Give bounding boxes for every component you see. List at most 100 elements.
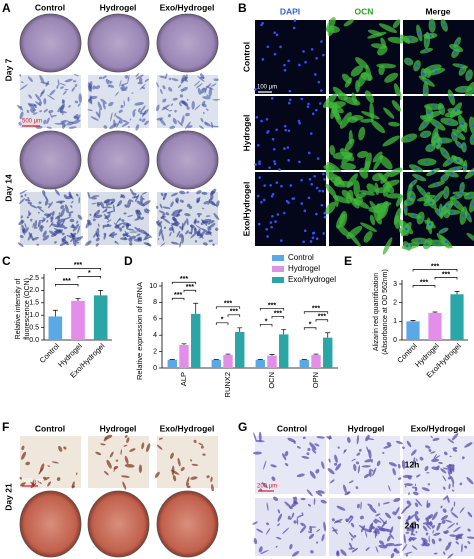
- nucleus: [424, 89, 428, 93]
- nucleus: [429, 146, 432, 150]
- texture: [77, 225, 81, 234]
- texture: [20, 195, 23, 198]
- texture: [277, 509, 281, 514]
- texture: [62, 122, 66, 129]
- nucleus: [454, 109, 458, 112]
- texture: [181, 234, 185, 244]
- cell: [386, 184, 395, 194]
- nucleus: [261, 58, 265, 61]
- texture: [346, 436, 351, 444]
- nucleus: [306, 105, 310, 108]
- texture: [459, 482, 463, 486]
- texture: [388, 485, 391, 492]
- texture: [44, 199, 49, 206]
- fluorescence: [255, 20, 326, 94]
- well: [19, 490, 82, 558]
- nucleus: [459, 192, 463, 195]
- texture: [382, 501, 390, 505]
- texture: [421, 537, 428, 543]
- texture: [386, 442, 392, 446]
- texture: [432, 437, 440, 442]
- significance-label: *: [309, 322, 312, 329]
- column-header: Control: [35, 423, 65, 433]
- texture: [201, 207, 205, 210]
- texture: [449, 455, 452, 458]
- nucleus: [460, 186, 464, 189]
- cell: [339, 111, 352, 129]
- texture: [378, 502, 380, 507]
- texture: [307, 448, 311, 452]
- nucleus: [322, 53, 325, 57]
- texture: [137, 81, 143, 85]
- texture: [196, 197, 200, 203]
- micrograph: [20, 75, 81, 128]
- nucleus: [261, 21, 264, 25]
- texture: [68, 211, 74, 214]
- texture: [206, 475, 210, 479]
- y-axis-label: (Absorbance at OD 562nm): [382, 269, 389, 355]
- texture: [369, 506, 377, 514]
- texture: [124, 463, 135, 468]
- texture: [103, 470, 109, 476]
- nucleus: [322, 172, 325, 176]
- nucleus: [307, 196, 311, 200]
- texture: [70, 205, 73, 208]
- nucleus: [275, 181, 279, 184]
- nucleus: [283, 211, 286, 215]
- nucleus: [278, 168, 281, 171]
- texture: [25, 461, 31, 466]
- nucleus: [458, 64, 462, 68]
- texture: [385, 542, 395, 547]
- texture: [114, 112, 117, 117]
- texture: [173, 209, 183, 214]
- texture: [194, 104, 201, 111]
- texture: [385, 512, 392, 519]
- significance-label: ***: [442, 271, 450, 278]
- significance-bracket: [259, 308, 285, 311]
- texture: [89, 213, 92, 216]
- significance-bracket: [171, 281, 197, 285]
- texture: [431, 466, 440, 471]
- texture: [287, 437, 296, 443]
- texture: [160, 192, 164, 197]
- texture: [390, 552, 395, 559]
- texture: [95, 243, 99, 247]
- texture: [137, 237, 142, 241]
- texture: [170, 103, 174, 107]
- texture: [100, 443, 106, 446]
- texture: [68, 126, 77, 129]
- texture: [106, 459, 112, 469]
- significance-bracket: [77, 276, 102, 279]
- texture: [124, 455, 129, 465]
- significance-bracket: [215, 322, 229, 325]
- texture: [135, 124, 140, 131]
- texture: [356, 503, 360, 509]
- texture: [306, 452, 310, 456]
- nucleus: [298, 121, 301, 125]
- significance-bracket: [271, 316, 285, 319]
- nucleus: [422, 72, 425, 76]
- texture: [106, 210, 115, 214]
- texture: [447, 523, 456, 529]
- texture: [19, 235, 24, 239]
- texture: [124, 435, 128, 438]
- texture: [158, 221, 163, 226]
- texture: [202, 96, 211, 100]
- texture: [122, 233, 126, 237]
- nucleus: [263, 184, 267, 187]
- nucleus: [257, 222, 261, 226]
- texture: [296, 473, 305, 478]
- nucleus: [298, 160, 301, 164]
- texture: [197, 87, 202, 95]
- texture: [21, 451, 27, 460]
- texture: [369, 468, 374, 472]
- texture: [109, 234, 115, 239]
- texture: [123, 444, 128, 447]
- texture: [129, 231, 139, 233]
- texture: [191, 463, 199, 466]
- column-header: Control: [35, 2, 65, 12]
- texture: [157, 237, 160, 241]
- texture: [252, 521, 258, 525]
- texture: [186, 218, 189, 226]
- nucleus: [320, 203, 324, 207]
